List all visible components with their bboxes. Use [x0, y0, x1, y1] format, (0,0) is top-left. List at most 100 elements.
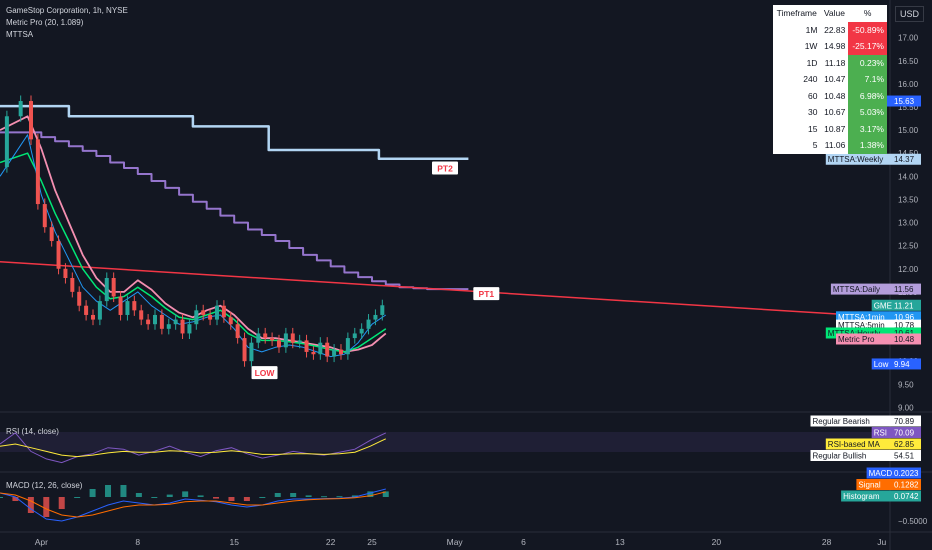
price-tick-label: 16.00: [898, 80, 919, 89]
perf-header-value: Value: [823, 8, 845, 19]
candle-body: [332, 349, 337, 357]
macd-histogram-bar: [27, 497, 34, 513]
price-label-value: 10.48: [894, 335, 915, 344]
price-label-value: 15.63: [894, 97, 915, 106]
candle-body: [104, 278, 109, 302]
macd-label-value: 0.1282: [894, 481, 919, 490]
indicator-legend-metric-pro: Metric Pro (20, 1.089): [6, 18, 84, 27]
symbol-legend: GameStop Corporation, 1h, NYSE: [6, 6, 128, 15]
macd-histogram-bar: [351, 495, 358, 497]
candle-body: [152, 314, 157, 325]
price-label-name-low: Low: [874, 360, 889, 369]
perf-timeframe: 1M: [805, 24, 818, 35]
macd-histogram-bar: [382, 491, 389, 497]
candle-body: [276, 340, 281, 348]
macd-histogram-bar: [74, 497, 81, 498]
candle-body: [325, 342, 330, 357]
candle-body: [249, 342, 254, 362]
perf-timeframe: 60: [807, 90, 818, 101]
price-label-value-box: [891, 299, 921, 311]
candle-body: [318, 342, 323, 355]
price-tick-label: 12.50: [898, 242, 919, 251]
candle-body: [90, 314, 95, 320]
perf-timeframe: 240: [803, 74, 818, 85]
candle-body: [338, 349, 343, 355]
price-tick-label: 9.50: [898, 380, 914, 389]
price-label-value: 10.78: [894, 321, 915, 330]
perf-value: 22.83: [824, 24, 846, 35]
candle-body: [132, 301, 137, 311]
series-line-trend: [0, 261, 891, 319]
price-label-name-mttsa-weekly: MTTSA:Weekly: [828, 155, 883, 164]
perf-header-timeframe: Timeframe: [776, 8, 817, 19]
price-label-value: 11.56: [894, 285, 914, 294]
perf-value: 10.67: [824, 107, 846, 118]
perf-timeframe: 1D: [806, 57, 818, 68]
macd-label-name: Signal: [858, 481, 880, 490]
price-label-name-mttsa-1min: MTTSA:1min: [838, 313, 885, 322]
rsi-label-value: 70.89: [894, 417, 915, 426]
macd-histogram-bar: [120, 485, 127, 497]
rsi-label-name: RSI-based MA: [828, 440, 881, 449]
rsi-label-value: 70.09: [894, 429, 915, 438]
macd-histogram-bar: [228, 497, 235, 501]
candle-body: [297, 340, 302, 343]
macd-histogram-bar: [197, 495, 204, 497]
time-tick-label: 22: [326, 537, 336, 547]
candle-body: [70, 278, 75, 292]
candle-body: [345, 338, 350, 355]
rsi-label-value: 54.51: [894, 452, 915, 461]
time-tick-label: 8: [135, 537, 140, 547]
time-tick-label: 20: [712, 537, 722, 547]
price-label-name-metric-pro: Metric Pro: [838, 335, 875, 344]
candle-body: [180, 319, 185, 334]
macd-label-value-box: [891, 479, 921, 490]
price-label-value-box: [891, 283, 921, 295]
macd-label-value-box: [891, 467, 921, 479]
price-label-value: 10.96: [894, 313, 915, 322]
perf-timeframe: 15: [807, 123, 818, 134]
candle-body: [263, 333, 268, 339]
time-tick-label: 13: [615, 537, 625, 547]
price-tick-label: 13.00: [898, 219, 919, 228]
rsi-label-value-box: [891, 427, 921, 438]
candle-body: [28, 101, 33, 140]
currency-label[interactable]: USD: [894, 6, 924, 22]
perf-row: 5 11.06 1.38%: [773, 137, 887, 154]
perf-pct: -25.17%: [848, 38, 887, 55]
candle-body: [366, 319, 371, 329]
perf-pct: 5.03%: [848, 104, 887, 121]
perf-header-row: Timeframe Value %: [773, 5, 887, 22]
series-line-mttsa-1min: [0, 134, 387, 358]
price-label-value: 9.94: [894, 360, 910, 369]
perf-pct: -50.89%: [848, 21, 887, 38]
candle-body: [49, 227, 54, 242]
annotation-box: [473, 287, 500, 301]
rsi-title: RSI (14, close): [6, 427, 59, 436]
time-tick-label: 25: [367, 537, 377, 547]
perf-pct: 7.1%: [848, 71, 887, 88]
price-label-name-box: [836, 333, 891, 345]
price-label-value-box: [891, 311, 921, 323]
price-label-name-box: [836, 311, 891, 323]
macd-title: MACD (12, 26, close): [6, 481, 83, 490]
price-label-value-box: [891, 327, 921, 339]
macd-histogram-bar: [213, 497, 220, 499]
rsi-label-name: RSI: [874, 429, 887, 438]
candle-body: [359, 328, 364, 334]
macd-histogram-bar: [135, 493, 142, 497]
macd-histogram-bar: [290, 493, 297, 497]
annotation-label-low: LOW: [255, 368, 276, 378]
macd-line: [0, 488, 386, 522]
candle-body: [187, 324, 192, 334]
candle-body: [235, 324, 240, 339]
candle-body: [256, 333, 261, 343]
macd-label-name-box: [866, 467, 891, 479]
annotation-label-pt2: PT2: [437, 163, 453, 173]
perf-row: 1M 22.83 -50.89%: [773, 21, 887, 38]
rsi-ma-line: [0, 438, 387, 458]
rsi-label-name-box: [825, 438, 891, 450]
candle-body: [208, 314, 213, 320]
candle-body: [270, 338, 275, 341]
